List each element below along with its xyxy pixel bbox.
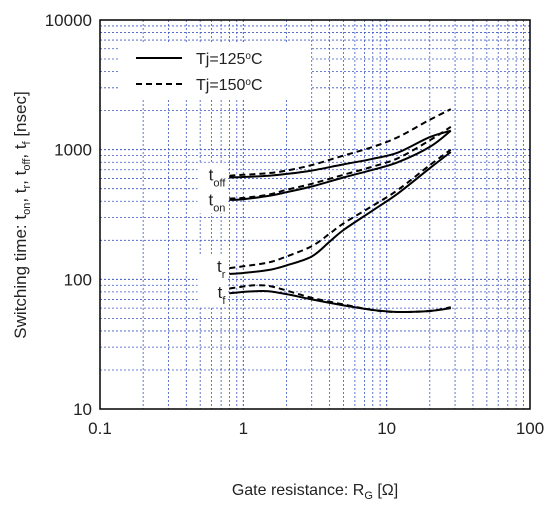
series-ton-dashed	[229, 125, 452, 200]
y-tick-label: 1000	[54, 141, 92, 160]
annotation-bg	[197, 162, 228, 189]
series-tf-dashed	[229, 284, 451, 314]
x-axis-label: Gate resistance: RG [Ω]	[231, 482, 399, 503]
series-toff-dashed	[229, 108, 452, 177]
y-tick-label: 10000	[45, 11, 92, 30]
x-tick-label: 0.1	[88, 419, 112, 438]
x-tick-label: 100	[516, 419, 544, 438]
annotation-off: toff	[209, 166, 227, 190]
series-tr-dashed	[229, 148, 452, 270]
legend-box	[120, 42, 310, 98]
annotation-bg	[197, 187, 228, 214]
series-layer	[229, 108, 452, 314]
legend-entry-150: Tj=150oC	[196, 77, 263, 95]
legend-entry-125: Tj=125oC	[196, 51, 263, 69]
tick-label-layer: 0.1 1 10 100 10 100 1000 10000	[45, 11, 544, 438]
y-tick-label: 10	[73, 400, 92, 419]
y-tick-label: 100	[64, 270, 92, 289]
annotation-on: ton	[208, 190, 225, 214]
annotation-bg	[197, 254, 228, 281]
series-tf-solid	[229, 289, 451, 314]
annotation-f: tf	[218, 283, 227, 307]
annotation-r: tr	[217, 257, 226, 281]
annotation-bg	[197, 280, 228, 307]
series-tr-solid	[229, 151, 452, 275]
plot-frame	[99, 19, 531, 410]
x-tick-label: 1	[239, 419, 248, 438]
x-tick-label: 10	[377, 419, 396, 438]
y-axis-label: Switching time: ton, tr, toff, tf [nsec]	[10, 91, 34, 339]
series-toff-solid	[229, 129, 452, 179]
series-ton-solid	[229, 129, 452, 201]
legend: Tj=125oC Tj=150oC	[120, 42, 310, 98]
